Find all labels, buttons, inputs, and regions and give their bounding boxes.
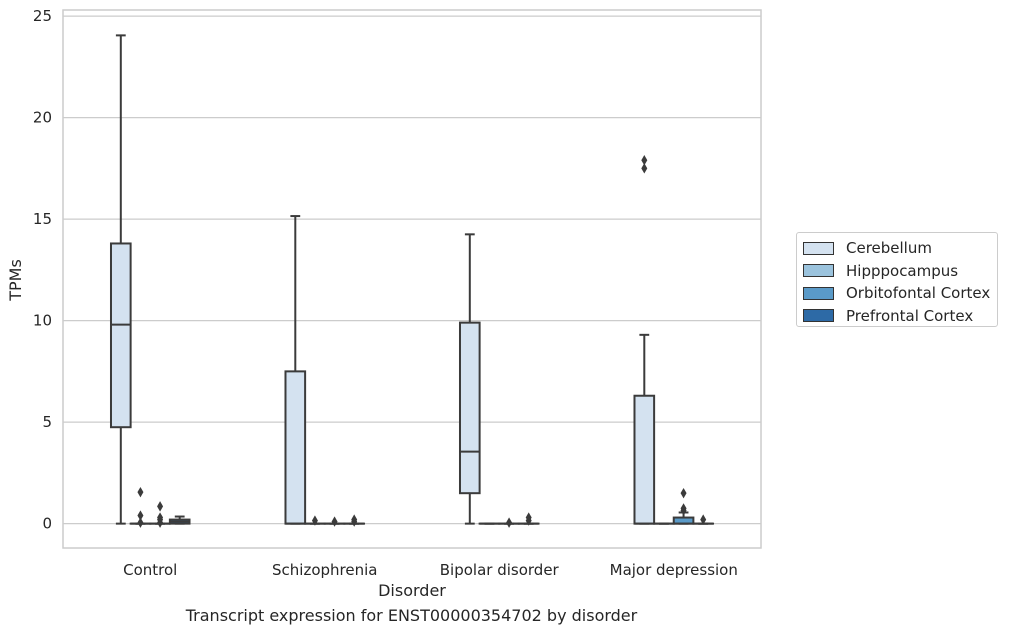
box-series [109, 34, 715, 528]
legend-swatch [803, 241, 834, 255]
legend: Cerebellum Hipppocampus Orbitofontal Corte… [796, 232, 998, 327]
box [458, 233, 481, 525]
box [109, 34, 132, 525]
legend-item: Hipppocampus [803, 260, 991, 283]
outlier-point [680, 503, 687, 514]
box-body [633, 394, 656, 525]
outlier-point [157, 501, 164, 512]
legend-item: Orbitofontal Cortex [803, 282, 991, 305]
outlier-point [700, 514, 707, 525]
box [672, 487, 695, 525]
x-tick-label: Schizophrenia [272, 561, 377, 579]
legend-swatch [803, 264, 834, 278]
box [149, 501, 171, 528]
legend-swatch [803, 286, 834, 300]
series-cerebellum [109, 34, 656, 525]
legend-label: Orbitofontal Cortex [846, 284, 991, 303]
box-body [284, 370, 307, 525]
outlier-point [351, 514, 358, 525]
y-tick-label: 25 [33, 7, 52, 25]
outlier-point [137, 486, 144, 498]
outlier-point [525, 512, 532, 523]
x-tick-label: Major depression [610, 561, 738, 579]
series-prefrontal-cortex [168, 512, 715, 527]
box [129, 486, 152, 528]
y-tick-label: 0 [42, 515, 52, 533]
box [517, 512, 540, 526]
plot-frame [62, 9, 762, 549]
y-tick-label: 20 [33, 109, 52, 127]
box [633, 155, 656, 525]
box [304, 515, 326, 526]
outlier-point [311, 515, 318, 526]
gridlines [63, 15, 761, 525]
outlier-point [157, 512, 164, 523]
y-tick-label: 10 [33, 312, 52, 330]
box-body [458, 321, 481, 495]
y-tick-label: 5 [42, 413, 52, 431]
outlier-point [680, 487, 687, 499]
x-axis-ticks: Control Schizophrenia Bipolar disorder Majo… [123, 561, 738, 579]
chart-caption: Transcript expression for ENST0000035470… [185, 606, 638, 625]
x-axis-label: Disorder [378, 581, 446, 600]
legend-swatch [803, 309, 834, 323]
x-tick-label: Control [123, 561, 177, 579]
box [284, 215, 307, 525]
legend-item: Prefrontal Cortex [803, 305, 991, 328]
box-body [109, 242, 132, 429]
plot-border [62, 9, 762, 549]
outlier-point [506, 517, 513, 528]
y-axis-ticks: 0 5 10 15 20 25 [33, 7, 52, 533]
box [343, 514, 366, 527]
outlier-point [137, 510, 144, 521]
box [498, 517, 520, 528]
series-hipppocampus [129, 486, 675, 528]
y-tick-label: 15 [33, 210, 52, 228]
legend-label: Cerebellum [846, 239, 932, 258]
box [323, 516, 346, 527]
series-orbitofontal-cortex [149, 487, 695, 528]
box [692, 514, 715, 525]
outlier-point [641, 163, 648, 174]
outlier-point [331, 516, 338, 527]
legend-label: Hipppocampus [846, 261, 959, 280]
outlier-point [137, 517, 144, 528]
legend-label: Prefrontal Cortex [846, 306, 974, 325]
outlier-point [641, 155, 648, 166]
y-axis-label: TPMs [6, 259, 25, 302]
legend-item: Cerebellum [803, 237, 991, 260]
box [168, 515, 191, 525]
x-tick-label: Bipolar disorder [440, 561, 560, 579]
